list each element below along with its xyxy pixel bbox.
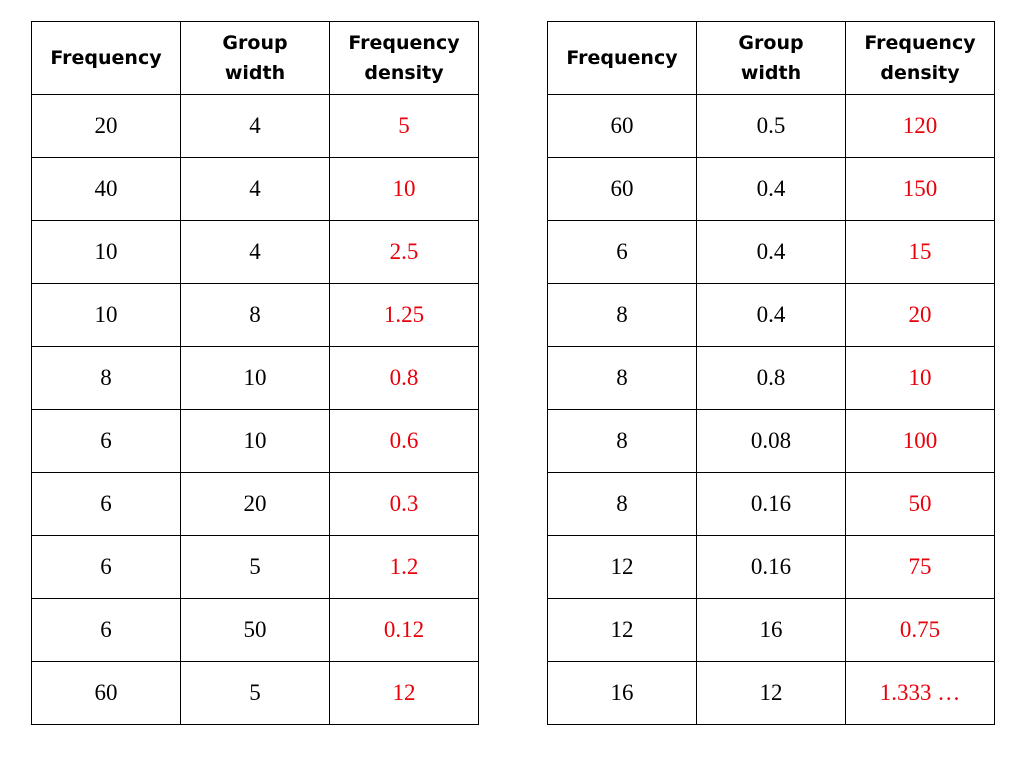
frequency-density-cell: 75 — [845, 535, 995, 599]
table-row: 8 0.16 50 — [547, 472, 995, 536]
frequency-density-cell: 5 — [329, 94, 479, 158]
frequency-cell: 8 — [547, 409, 697, 473]
frequency-cell: 8 — [31, 346, 181, 410]
frequency-density-cell: 120 — [845, 94, 995, 158]
group-width-cell: 0.4 — [696, 157, 846, 221]
group-width-cell: 10 — [180, 346, 330, 410]
frequency-cell: 40 — [31, 157, 181, 221]
table-row: 8 0.08 100 — [547, 409, 995, 473]
table-row: 8 10 0.8 — [31, 346, 479, 410]
table-row: 6 50 0.12 — [31, 598, 479, 662]
frequency-cell: 8 — [547, 346, 697, 410]
frequency-cell: 60 — [547, 94, 697, 158]
frequency-cell: 6 — [31, 598, 181, 662]
frequency-density-cell: 100 — [845, 409, 995, 473]
frequency-cell: 10 — [31, 283, 181, 347]
frequency-density-cell: 150 — [845, 157, 995, 221]
frequency-cell: 60 — [31, 661, 181, 725]
table-row: 6 5 1.2 — [31, 535, 479, 599]
group-width-cell: 4 — [180, 94, 330, 158]
table-row: 8 0.8 10 — [547, 346, 995, 410]
table-row: 16 12 1.333 … — [547, 661, 995, 725]
frequency-density-cell: 20 — [845, 283, 995, 347]
header-frequency-density: Frequency density — [845, 21, 995, 95]
frequency-cell: 8 — [547, 283, 697, 347]
table-row: 60 5 12 — [31, 661, 479, 725]
frequency-table-left: Frequency Group width Frequency density … — [31, 21, 479, 725]
group-width-cell: 4 — [180, 157, 330, 221]
table-row: 8 0.4 20 — [547, 283, 995, 347]
group-width-cell: 0.5 — [696, 94, 846, 158]
frequency-cell: 10 — [31, 220, 181, 284]
group-width-cell: 0.8 — [696, 346, 846, 410]
group-width-cell: 5 — [180, 661, 330, 725]
table-body: 60 0.5 120 60 0.4 150 6 0.4 15 8 0.4 20 8 0.8 10 8 0.08 1… — [547, 94, 995, 725]
table-row: 10 4 2.5 — [31, 220, 479, 284]
frequency-density-cell: 1.333 … — [845, 661, 995, 725]
header-group-width: Group width — [180, 21, 330, 95]
header-group-width: Group width — [696, 21, 846, 95]
group-width-cell: 0.4 — [696, 283, 846, 347]
group-width-cell: 8 — [180, 283, 330, 347]
frequency-cell: 12 — [547, 598, 697, 662]
frequency-cell: 6 — [31, 409, 181, 473]
table-row: 10 8 1.25 — [31, 283, 479, 347]
table-row: 60 0.4 150 — [547, 157, 995, 221]
header-row: Frequency Group width Frequency density — [31, 21, 479, 95]
header-frequency: Frequency — [31, 21, 181, 95]
frequency-cell: 6 — [547, 220, 697, 284]
group-width-cell: 0.16 — [696, 472, 846, 536]
table-row: 60 0.5 120 — [547, 94, 995, 158]
group-width-cell: 5 — [180, 535, 330, 599]
frequency-density-cell: 1.25 — [329, 283, 479, 347]
frequency-density-cell: 0.8 — [329, 346, 479, 410]
frequency-cell: 16 — [547, 661, 697, 725]
frequency-cell: 12 — [547, 535, 697, 599]
frequency-cell: 8 — [547, 472, 697, 536]
table-row: 6 20 0.3 — [31, 472, 479, 536]
group-width-cell: 20 — [180, 472, 330, 536]
group-width-cell: 12 — [696, 661, 846, 725]
header-row: Frequency Group width Frequency density — [547, 21, 995, 95]
frequency-density-cell: 10 — [329, 157, 479, 221]
frequency-density-cell: 0.75 — [845, 598, 995, 662]
frequency-density-cell: 2.5 — [329, 220, 479, 284]
header-frequency: Frequency — [547, 21, 697, 95]
frequency-cell: 60 — [547, 157, 697, 221]
group-width-cell: 0.16 — [696, 535, 846, 599]
table-body: 20 4 5 40 4 10 10 4 2.5 10 8 1.25 8 10 0.8 6 10 0.6 6 20 0.3… — [31, 94, 479, 725]
table-row: 12 0.16 75 — [547, 535, 995, 599]
header-frequency-density: Frequency density — [329, 21, 479, 95]
frequency-density-cell: 12 — [329, 661, 479, 725]
frequency-density-cell: 50 — [845, 472, 995, 536]
frequency-density-cell: 0.3 — [329, 472, 479, 536]
frequency-density-cell: 0.6 — [329, 409, 479, 473]
frequency-density-cell: 10 — [845, 346, 995, 410]
group-width-cell: 16 — [696, 598, 846, 662]
frequency-density-cell: 1.2 — [329, 535, 479, 599]
frequency-cell: 6 — [31, 472, 181, 536]
table-row: 20 4 5 — [31, 94, 479, 158]
group-width-cell: 10 — [180, 409, 330, 473]
group-width-cell: 4 — [180, 220, 330, 284]
frequency-table-right: Frequency Group width Frequency density … — [547, 21, 995, 725]
frequency-cell: 20 — [31, 94, 181, 158]
table-row: 40 4 10 — [31, 157, 479, 221]
table-row: 6 10 0.6 — [31, 409, 479, 473]
group-width-cell: 0.08 — [696, 409, 846, 473]
frequency-density-cell: 15 — [845, 220, 995, 284]
group-width-cell: 0.4 — [696, 220, 846, 284]
table-row: 6 0.4 15 — [547, 220, 995, 284]
frequency-cell: 6 — [31, 535, 181, 599]
group-width-cell: 50 — [180, 598, 330, 662]
table-row: 12 16 0.75 — [547, 598, 995, 662]
frequency-density-cell: 0.12 — [329, 598, 479, 662]
